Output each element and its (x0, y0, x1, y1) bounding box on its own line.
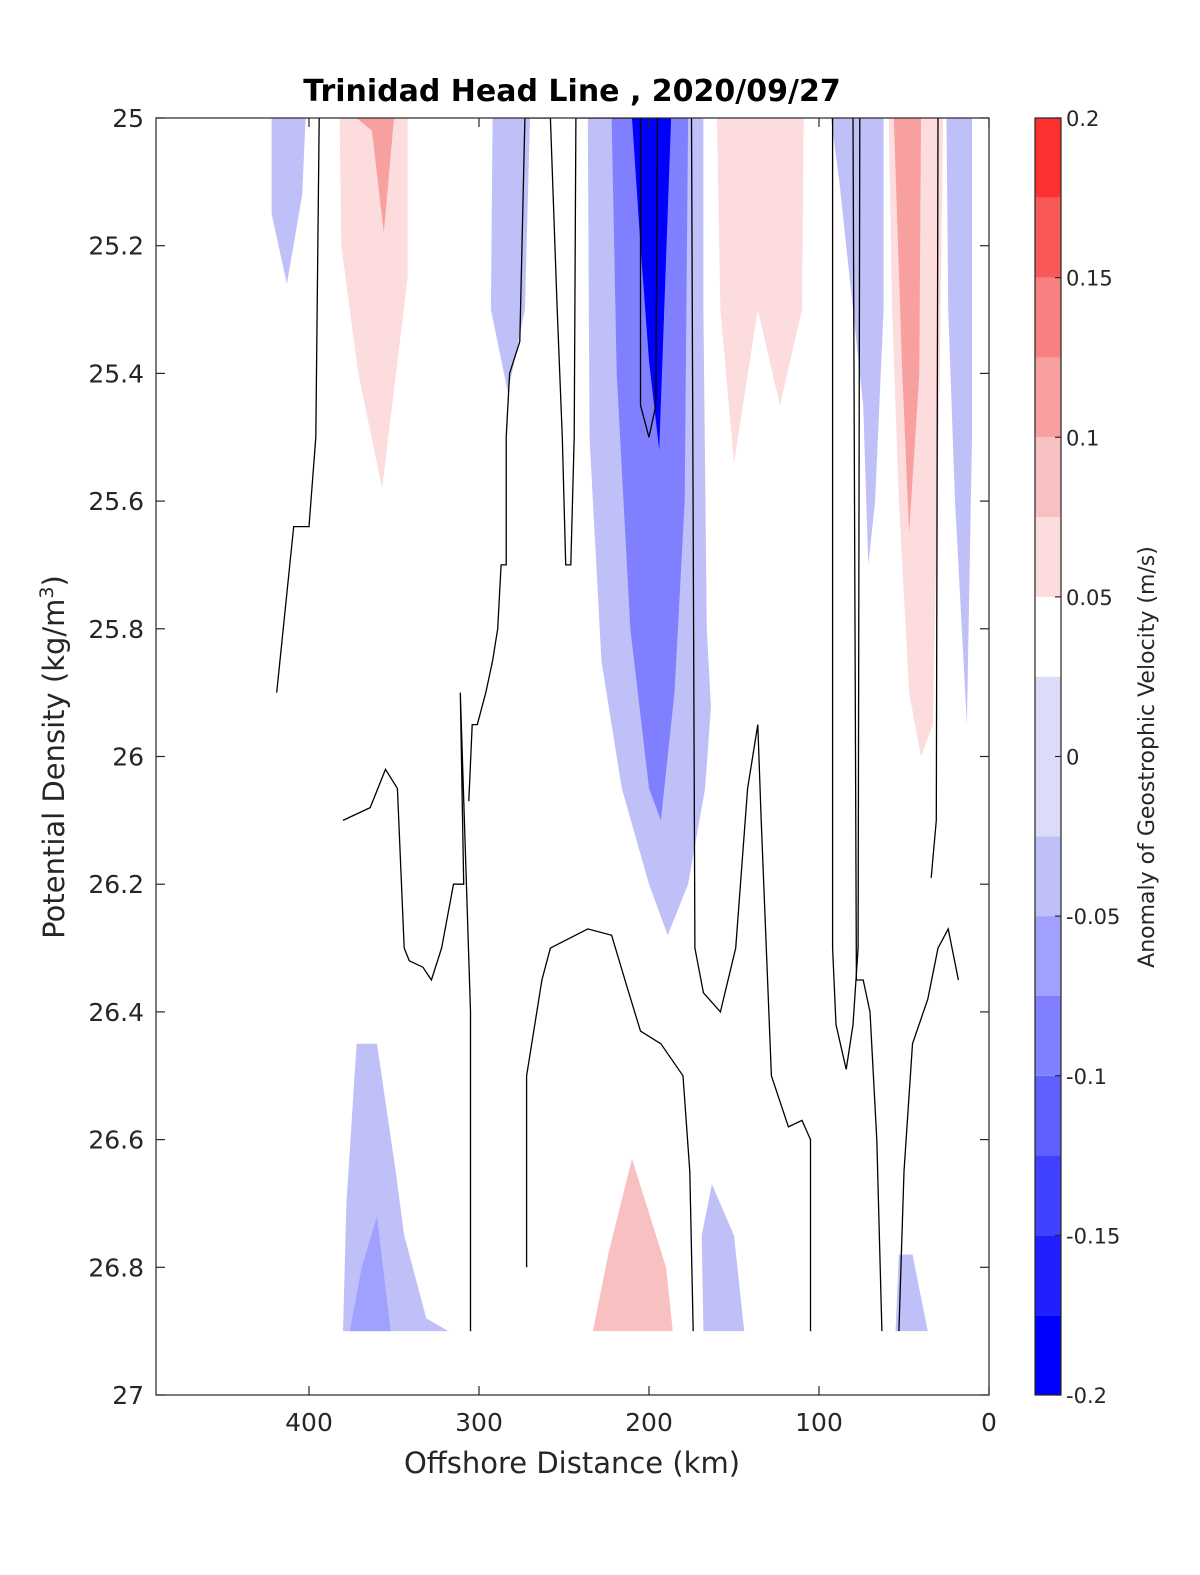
y-tick-label: 26 (112, 743, 144, 772)
colorbar-tick-label: -0.15 (1066, 1224, 1120, 1248)
filled-contour-regions (271, 118, 972, 1332)
y-tick-label: 25.4 (88, 359, 144, 388)
contour-line-6 (831, 118, 861, 1070)
colorbar-tick-label: 0.1 (1066, 426, 1099, 450)
colorbar-segment (1035, 437, 1061, 518)
colorbar-tick-label: 0.2 (1066, 107, 1099, 131)
colorbar-segment (1035, 197, 1061, 278)
region-neg-400km (271, 118, 306, 284)
y-axis-label: Potential Density (kg/m3) (36, 575, 71, 939)
colorbar-tick-label: -0.1 (1066, 1065, 1107, 1089)
colorbar-segment (1035, 357, 1061, 438)
region-neg-20km (946, 118, 972, 725)
x-tick-label: 400 (285, 1408, 333, 1437)
y-axis-label-superscript: 3 (36, 586, 58, 598)
contour-line-2 (468, 118, 659, 802)
region-neg-360km-deep-b (349, 1216, 391, 1332)
colorbar-tick-label: -0.05 (1066, 905, 1120, 929)
y-tick-label: 26.4 (88, 998, 144, 1027)
region-neg-200km-core (632, 118, 672, 450)
colorbar: 0.2 0.15 0.1 0.05 0 -0.05 -0.1 -0.15 -0.2 (1034, 107, 1120, 1408)
x-tick-label: 300 (455, 1408, 503, 1437)
y-tick-label: 25 (112, 104, 144, 133)
y-axis-label-close: ) (37, 575, 71, 586)
colorbar-segment (1035, 1235, 1061, 1316)
region-neg-85km (830, 118, 884, 565)
colorbar-tick-label: 0.05 (1066, 586, 1113, 610)
y-tick-label: 25.8 (88, 615, 144, 644)
colorbar-segment (1035, 916, 1061, 996)
y-tick-label: 26.8 (88, 1253, 144, 1282)
colorbar-segment (1035, 1155, 1061, 1236)
colorbar-segment (1035, 277, 1061, 358)
y-tick-label: 25.2 (88, 232, 144, 261)
region-pos-210km-deep-b (592, 1158, 673, 1332)
region-pos-250km (550, 118, 578, 246)
y-axis-ticks: 25 25.2 25.4 25.6 25.8 26 26.2 26.4 26.6 26.8 27 (88, 104, 989, 1410)
contour-lines (276, 118, 960, 1332)
x-tick-label: 0 (981, 1408, 997, 1437)
x-axis-ticks: 400 300 200 100 0 (285, 118, 997, 1437)
contour-line-8 (930, 118, 939, 878)
contour-line-1 (276, 118, 320, 693)
colorbar-tick-label: 0 (1066, 746, 1079, 770)
plot-area (156, 118, 989, 1395)
region-pos-45km-b (893, 118, 921, 533)
region-pos-360km-c (356, 118, 394, 233)
y-tick-label: 27 (112, 1381, 144, 1410)
contour-line-9 (898, 926, 960, 1332)
y-axis-label-text: Potential Density (kg/m (37, 599, 71, 939)
colorbar-segment (1035, 995, 1061, 1076)
chart-title: Trinidad Head Line , 2020/09/27 (303, 74, 840, 109)
region-neg-140km-deep (701, 1184, 745, 1332)
contour-line-7 (852, 118, 883, 1332)
contour-line-4 (525, 928, 694, 1332)
colorbar-label: Anomaly of Geostrophic Velocity (m/s) (1135, 546, 1160, 968)
colorbar-segment (1035, 517, 1061, 597)
x-tick-label: 200 (625, 1408, 673, 1437)
y-tick-label: 26.6 (88, 1126, 144, 1155)
region-neg-200km-mid (611, 118, 689, 821)
x-tick-label: 100 (795, 1408, 843, 1437)
region-neg-40km-deep (895, 1254, 928, 1332)
colorbar-segment (1035, 118, 1061, 198)
contour-line-3 (342, 692, 472, 1332)
colorbar-tick-label: -0.2 (1066, 1384, 1107, 1408)
colorbar-segment (1035, 1075, 1061, 1156)
region-pos-140km-b (717, 118, 804, 463)
colorbar-segment (1035, 836, 1061, 917)
colorbar-segment (1035, 596, 1061, 677)
colorbar-segment (1035, 1315, 1061, 1395)
y-tick-label: 26.2 (88, 870, 144, 899)
region-pos-360km-b (339, 118, 408, 489)
y-tick-label: 25.6 (88, 487, 144, 516)
contour-line-5 (690, 118, 812, 1332)
colorbar-tick-label: 0.15 (1066, 267, 1113, 291)
x-axis-label: Offshore Distance (km) (404, 1446, 740, 1480)
